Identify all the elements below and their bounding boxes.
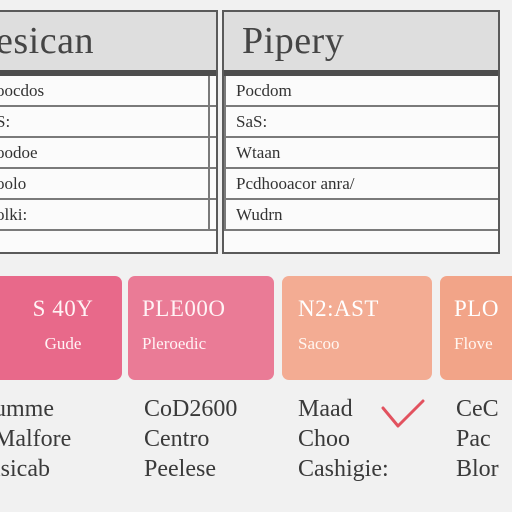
label-line: CeC xyxy=(456,396,499,422)
table-header-right: Pipery xyxy=(224,12,498,76)
label-column-2: CoD2600 Centro Peelese xyxy=(144,394,237,484)
table-row: Wudrn xyxy=(224,200,498,231)
label-column-3: Maad Choo Cashigie: xyxy=(298,394,389,484)
table-cell: olki: xyxy=(0,204,28,224)
table-rows-right: Pocdom SaS: Wtaan Pcdhooacor anra/ Wudrn xyxy=(224,76,498,231)
table-row: Wtaan xyxy=(224,138,498,169)
table-cell: Pcdhooacor anra/ xyxy=(236,173,355,193)
card-subtitle: Gude xyxy=(44,334,82,353)
card-subtitle: Pleroedic xyxy=(142,334,207,353)
table-cell: SaS: xyxy=(236,111,268,131)
table-row: Pcdhooacor anra/ xyxy=(224,169,498,200)
table-title-right: Pipery xyxy=(242,20,345,62)
table-right: Pipery Pocdom SaS: Wtaan Pcdhooacor anra… xyxy=(222,10,500,254)
option-card-1[interactable]: S 40Y Gude xyxy=(0,276,122,380)
label-line: Malfore xyxy=(0,426,72,452)
table-cell: S: xyxy=(0,111,11,131)
label-line: Peelese xyxy=(144,456,216,482)
label-line: umme xyxy=(0,396,54,422)
table-row: S: xyxy=(0,107,216,138)
option-card-2[interactable]: PLE00O Pleroedic xyxy=(128,276,274,380)
table-rows-left: oocdos S: oodoe oolo olki: xyxy=(0,76,216,231)
card-title: PLE00O xyxy=(142,296,226,321)
table-row: oolo xyxy=(0,169,216,200)
label-line: isicab xyxy=(0,456,50,482)
label-line: Pac xyxy=(456,426,491,452)
table-row: olki: xyxy=(0,200,216,231)
label-line: Centro xyxy=(144,426,210,452)
label-line: Blor xyxy=(456,456,499,482)
table-cell: Wtaan xyxy=(236,142,281,162)
option-card-3[interactable]: N2:AST Sacoo xyxy=(282,276,432,380)
card-title: S 40Y xyxy=(32,296,94,321)
table-row: oocdos xyxy=(0,76,216,107)
table-title-left: esican xyxy=(0,20,94,62)
label-line: Choo xyxy=(298,426,351,452)
table-left: esican oocdos S: oodoe oolo olki: xyxy=(0,10,218,254)
check-icon xyxy=(381,399,425,428)
table-row: SaS: xyxy=(224,107,498,138)
card-subtitle: Sacoo xyxy=(298,334,340,353)
card-title: PLO xyxy=(454,296,499,321)
option-card-4[interactable]: PLO Flove xyxy=(440,276,512,380)
column-divider xyxy=(208,76,210,231)
table-cell: oolo xyxy=(0,173,27,193)
label-line: CoD2600 xyxy=(144,396,238,422)
label-line: Maad xyxy=(298,396,353,422)
label-column-1: umme Malfore isicab xyxy=(0,394,71,484)
card-title: N2:AST xyxy=(298,296,379,321)
table-row: Pocdom xyxy=(224,76,498,107)
table-row: oodoe xyxy=(0,138,216,169)
column-divider xyxy=(224,76,226,231)
label-column-4: CeC Pac Blor xyxy=(456,394,499,484)
check-icon-stroke xyxy=(381,399,425,428)
table-header-left: esican xyxy=(0,12,216,76)
table-cell: oodoe xyxy=(0,142,38,162)
table-cell: Wudrn xyxy=(236,204,283,224)
table-cell: Pocdom xyxy=(236,80,292,100)
label-line: Cashigie: xyxy=(298,456,389,482)
card-subtitle: Flove xyxy=(454,334,493,353)
table-cell: oocdos xyxy=(0,80,45,100)
